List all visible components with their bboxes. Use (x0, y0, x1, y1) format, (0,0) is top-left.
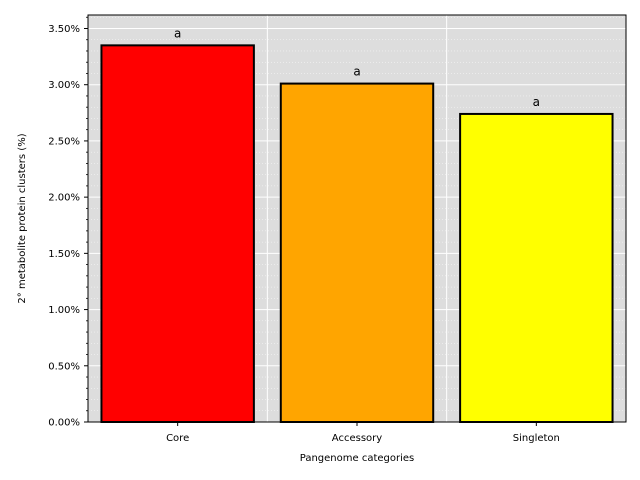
x-axis-title: Pangenome categories (300, 453, 415, 464)
y-tick-label: 1.50% (48, 249, 80, 260)
x-tick-label-accessory: Accessory (332, 433, 382, 444)
y-tick-label: 3.50% (48, 24, 80, 35)
x-axis-ticks: Core Accessory Singleton (166, 422, 560, 444)
y-axis-ticks: 0.00% 0.50% 1.00% 1.50% 2.00% 2.50% 3.00% 3.50% (48, 16, 88, 429)
y-tick-label: 1.00% (48, 305, 80, 316)
y-tick-label: 2.50% (48, 136, 80, 147)
bar-core (100, 44, 255, 423)
significance-label-core: a (174, 26, 181, 40)
y-tick-label: 3.00% (48, 80, 80, 91)
y-tick-label: 0.50% (48, 361, 80, 372)
significance-labels: a a a (174, 26, 540, 109)
y-tick-label: 0.00% (48, 418, 80, 429)
y-axis-title: 2° metabolite protein clusters (%) (17, 133, 28, 303)
bar-singleton (459, 112, 614, 423)
y-tick-label: 2.00% (48, 193, 80, 204)
bars (100, 44, 614, 423)
bar-accessory (279, 82, 435, 423)
x-tick-label-singleton: Singleton (513, 433, 560, 444)
significance-label-accessory: a (353, 65, 360, 79)
x-tick-label-core: Core (166, 433, 189, 444)
significance-label-singleton: a (533, 95, 540, 109)
